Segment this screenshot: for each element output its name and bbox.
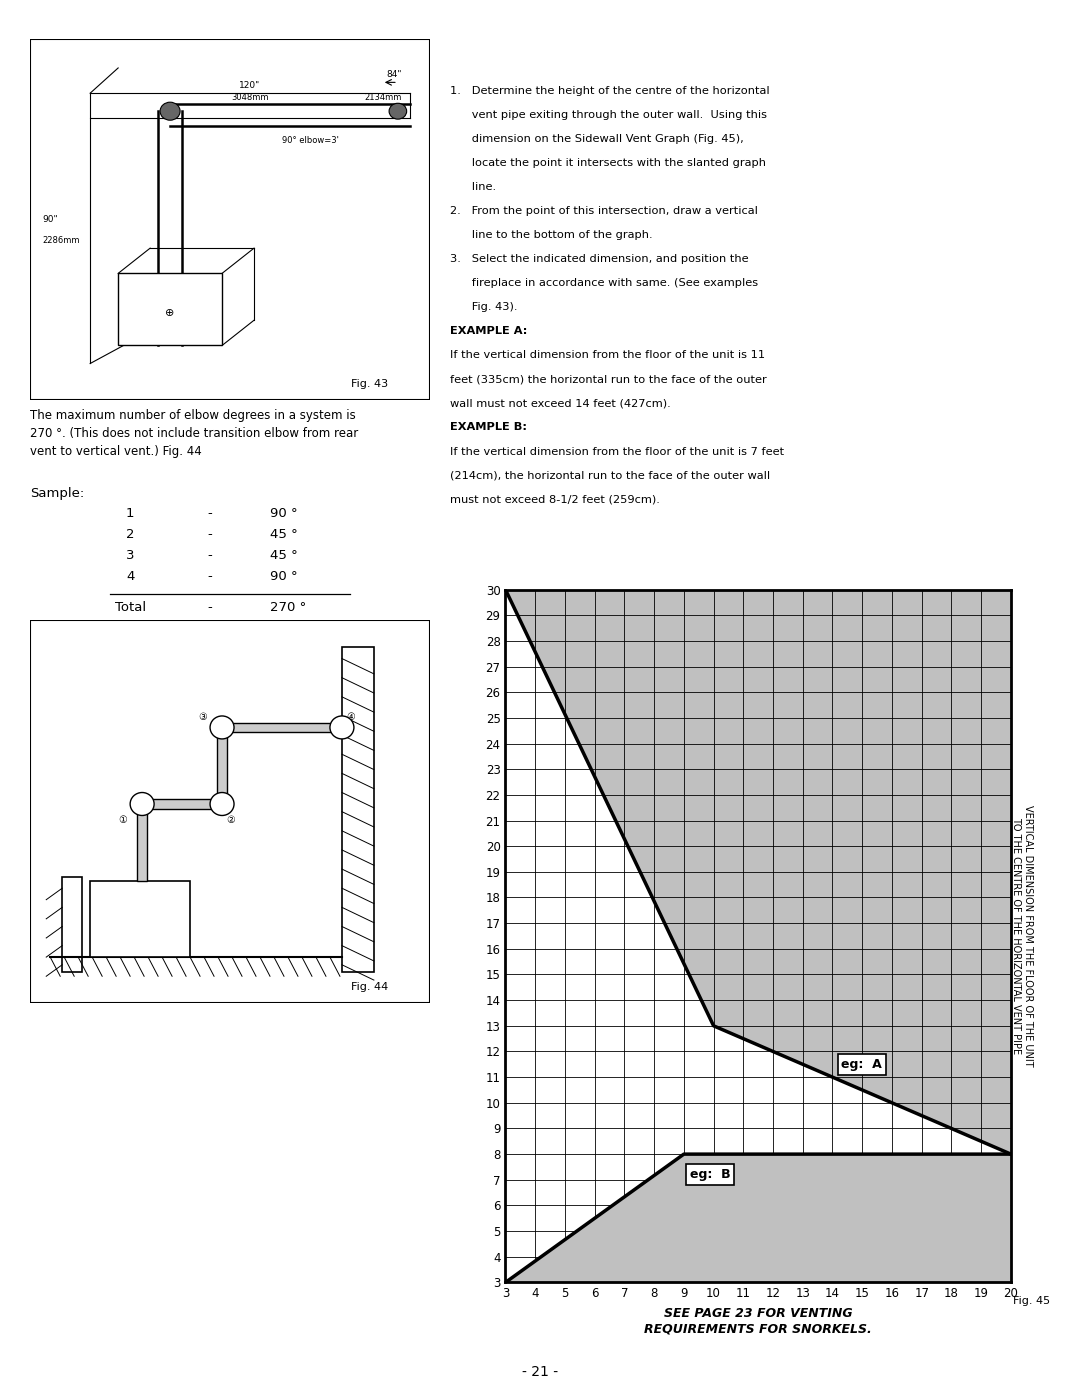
Text: ①: ① <box>118 814 127 826</box>
Text: - 21 -: - 21 - <box>522 1365 558 1379</box>
Text: 2: 2 <box>126 528 134 541</box>
Text: 84": 84" <box>387 70 402 78</box>
FancyBboxPatch shape <box>222 722 342 732</box>
Text: 2134mm: 2134mm <box>364 94 402 102</box>
Text: EXAMPLE A:: EXAMPLE A: <box>450 327 527 337</box>
Text: ②: ② <box>226 814 234 826</box>
Text: EXAMPLE B:: EXAMPLE B: <box>450 422 527 433</box>
Text: -: - <box>207 570 213 583</box>
Text: -: - <box>207 507 213 520</box>
FancyBboxPatch shape <box>91 880 190 957</box>
Text: -: - <box>207 601 213 615</box>
Text: 270 °: 270 ° <box>270 601 307 615</box>
Circle shape <box>211 715 234 739</box>
Text: (214cm), the horizontal run to the face of the outer wall: (214cm), the horizontal run to the face … <box>450 471 770 481</box>
FancyBboxPatch shape <box>137 805 147 880</box>
Polygon shape <box>505 590 1011 1282</box>
Text: eg:  B: eg: B <box>690 1168 730 1180</box>
Text: feet (335cm) the horizontal run to the face of the outer: feet (335cm) the horizontal run to the f… <box>450 374 767 384</box>
Text: 45 °: 45 ° <box>270 549 298 562</box>
Text: 3048mm: 3048mm <box>231 94 269 102</box>
Text: vent pipe exiting through the outer wall.  Using this: vent pipe exiting through the outer wall… <box>450 110 767 120</box>
Text: Fig. 43).: Fig. 43). <box>450 302 517 312</box>
Text: -: - <box>207 528 213 541</box>
FancyBboxPatch shape <box>30 39 430 400</box>
Text: -: - <box>207 549 213 562</box>
Circle shape <box>389 103 407 119</box>
Text: 90": 90" <box>42 215 58 224</box>
Text: Fig. 44: Fig. 44 <box>351 982 389 992</box>
Text: 90° elbow=3': 90° elbow=3' <box>282 137 338 145</box>
Text: line.: line. <box>450 182 496 191</box>
Circle shape <box>211 792 234 816</box>
FancyBboxPatch shape <box>217 728 227 805</box>
Text: Fig. 45: Fig. 45 <box>1013 1296 1050 1306</box>
Text: must not exceed 8-1/2 feet (259cm).: must not exceed 8-1/2 feet (259cm). <box>450 495 660 504</box>
Text: wall must not exceed 14 feet (427cm).: wall must not exceed 14 feet (427cm). <box>450 398 671 408</box>
Text: 90 °: 90 ° <box>270 570 298 583</box>
Text: 2.   From the point of this intersection, draw a vertical: 2. From the point of this intersection, … <box>450 205 758 217</box>
Text: HOW TO USE THE VENT GRAPH: HOW TO USE THE VENT GRAPH <box>611 41 891 54</box>
Text: (Dimensions  in  Feet): (Dimensions in Feet) <box>674 555 828 567</box>
Text: 1: 1 <box>126 507 134 520</box>
Text: If the vertical dimension from the floor of the unit is 11: If the vertical dimension from the floor… <box>450 351 765 360</box>
Text: locate the point it intersects with the slanted graph: locate the point it intersects with the … <box>450 158 766 168</box>
Text: 90 °: 90 ° <box>270 507 298 520</box>
Text: 1.   Determine the height of the centre of the horizontal: 1. Determine the height of the centre of… <box>450 85 770 96</box>
Text: The maximum number of elbow degrees in a system is
270 °. (This does not include: The maximum number of elbow degrees in a… <box>30 408 359 458</box>
Text: dimension on the Sidewall Vent Graph (Fig. 45),: dimension on the Sidewall Vent Graph (Fi… <box>450 134 744 144</box>
Text: Sample:: Sample: <box>30 488 84 500</box>
Polygon shape <box>118 274 222 345</box>
Text: ③: ③ <box>198 712 207 722</box>
FancyBboxPatch shape <box>30 620 430 1003</box>
Circle shape <box>131 792 154 816</box>
Y-axis label: VERTICAL DIMENSION FROM THE FLOOR OF THE UNIT
TO THE CENTRE OF THE HORIZONTAL VE: VERTICAL DIMENSION FROM THE FLOOR OF THE… <box>1011 805 1032 1067</box>
Text: line to the bottom of the graph.: line to the bottom of the graph. <box>450 231 652 240</box>
Text: Fig. 43: Fig. 43 <box>351 379 389 388</box>
Text: 45 °: 45 ° <box>270 528 298 541</box>
Text: 3: 3 <box>126 549 134 562</box>
Circle shape <box>330 715 354 739</box>
Text: 4: 4 <box>126 570 134 583</box>
Text: ⊕: ⊕ <box>165 309 175 319</box>
X-axis label: SEE PAGE 23 FOR VENTING
REQUIREMENTS FOR SNORKELS.: SEE PAGE 23 FOR VENTING REQUIREMENTS FOR… <box>645 1308 872 1336</box>
Text: fireplace in accordance with same. (See examples: fireplace in accordance with same. (See … <box>450 278 758 288</box>
Text: eg:  A: eg: A <box>841 1058 882 1071</box>
Text: 2286mm: 2286mm <box>42 236 80 246</box>
Text: SIDEWALL VENTING GRAPH: SIDEWALL VENTING GRAPH <box>634 527 868 541</box>
Text: 120": 120" <box>240 81 260 89</box>
Polygon shape <box>505 1154 1011 1282</box>
Circle shape <box>160 102 180 120</box>
Text: ④: ④ <box>346 712 354 722</box>
Text: Total: Total <box>114 601 146 615</box>
FancyBboxPatch shape <box>143 799 222 809</box>
Text: If the vertical dimension from the floor of the unit is 7 feet: If the vertical dimension from the floor… <box>450 447 784 457</box>
Text: 3.   Select the indicated dimension, and position the: 3. Select the indicated dimension, and p… <box>450 254 748 264</box>
